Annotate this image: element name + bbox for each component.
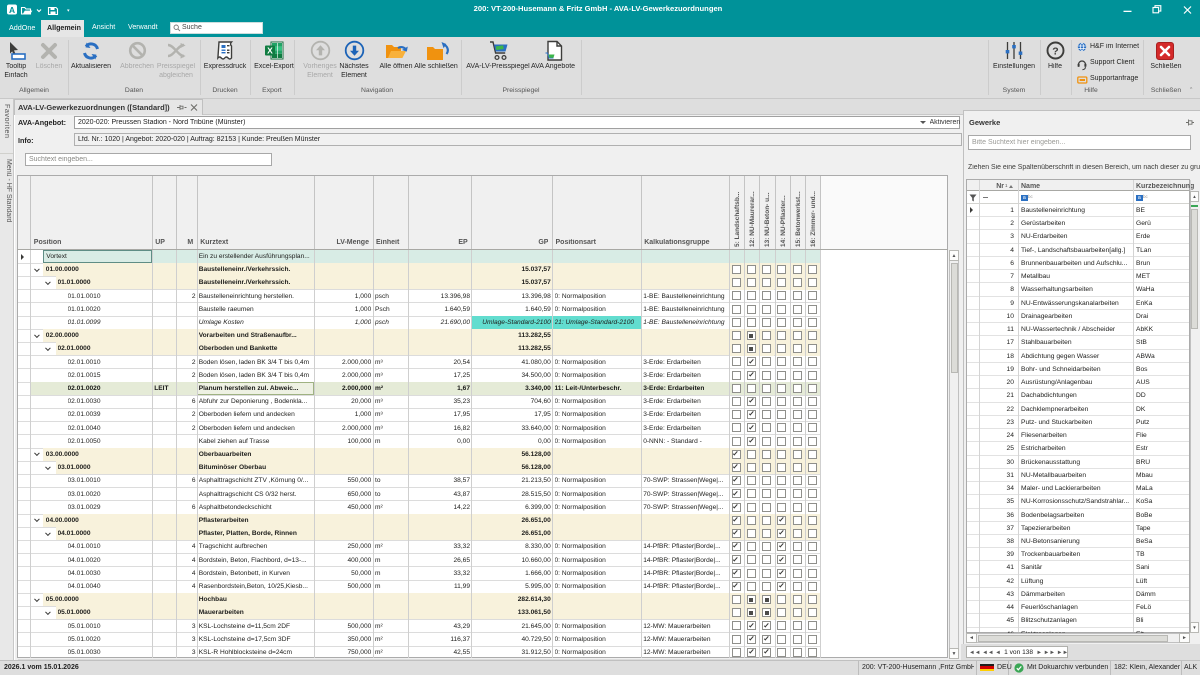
svg-text:X: X xyxy=(267,45,273,55)
svg-text:A: A xyxy=(9,5,15,15)
svg-text:?: ? xyxy=(1052,45,1058,57)
